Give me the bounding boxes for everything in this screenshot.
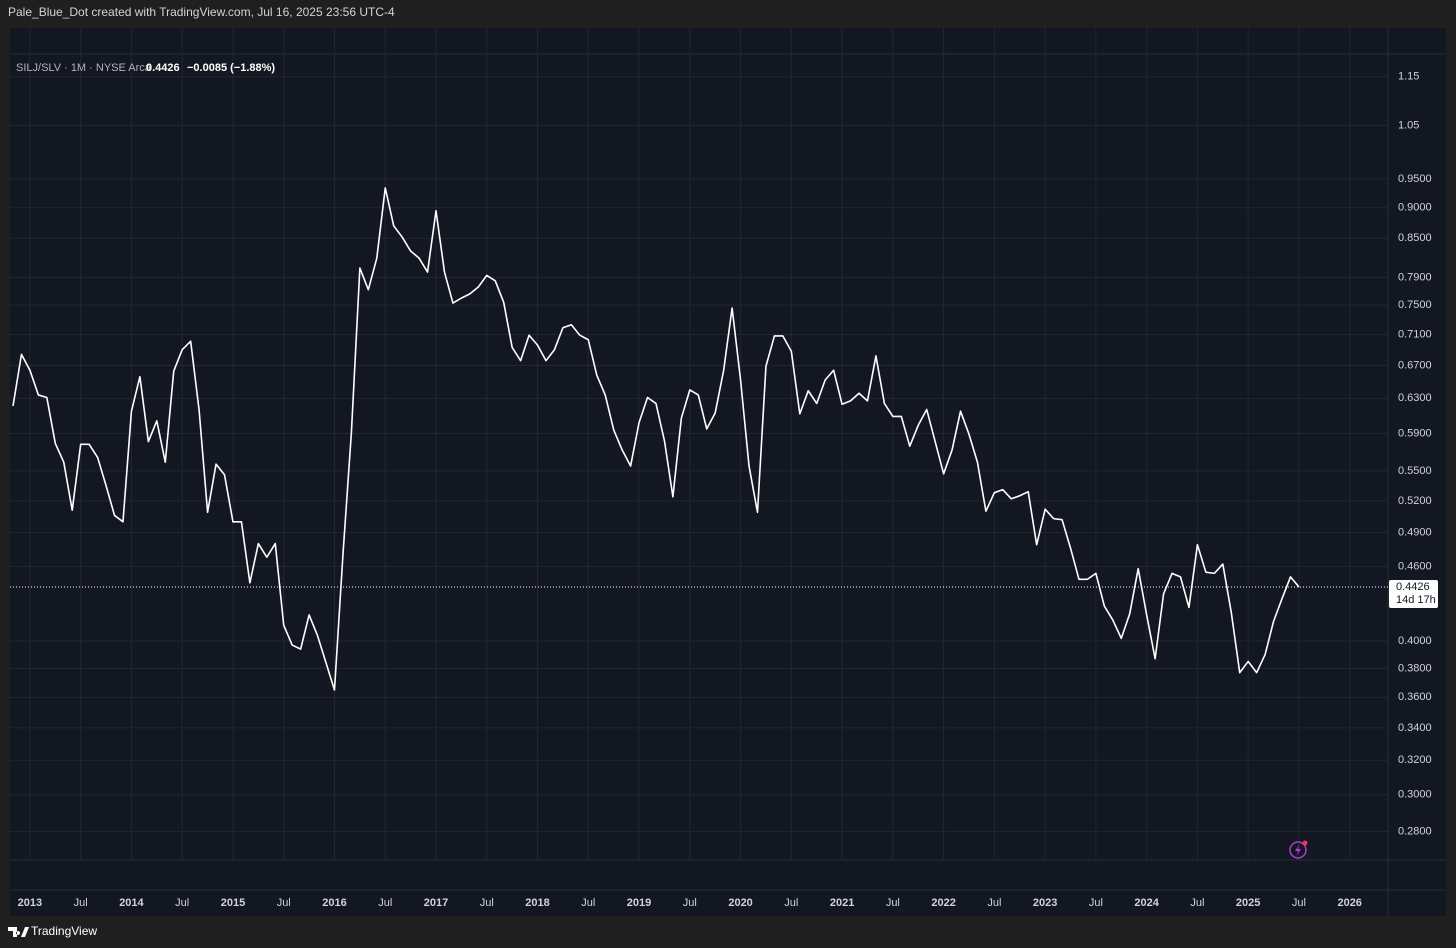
y-tick-label: 0.6300 (1398, 392, 1432, 404)
x-tick-label: Jul (378, 897, 392, 909)
y-tick-label: 0.7900 (1398, 271, 1432, 283)
x-tick-label: Jul (987, 897, 1001, 909)
x-tick-label: 2014 (119, 897, 144, 909)
y-tick-label: 0.4900 (1398, 527, 1432, 539)
x-tick-label: Jul (581, 897, 595, 909)
y-tick-label: 1.05 (1398, 119, 1419, 131)
x-tick-label: Jul (1089, 897, 1103, 909)
y-tick-label: 0.8500 (1398, 232, 1432, 244)
y-tick-label: 0.9500 (1398, 173, 1432, 185)
plot (10, 187, 1388, 691)
x-tick-label: 2013 (18, 897, 42, 909)
x-tick-label: 2026 (1337, 897, 1361, 909)
y-tick-label: 0.3800 (1398, 662, 1432, 674)
x-tick-label: 2023 (1033, 897, 1057, 909)
countdown-label: 14d 17h (1396, 594, 1436, 606)
y-tick-label: 0.9000 (1398, 202, 1432, 214)
credit: Pale_Blue_Dot created with TradingView.c… (8, 5, 395, 19)
chart-panel (10, 28, 1446, 916)
y-tick-label: 0.4000 (1398, 635, 1432, 647)
x-tick-label: Jul (175, 897, 189, 909)
y-tick-label: 0.7100 (1398, 328, 1432, 340)
x-tick-label: 2018 (525, 897, 549, 909)
y-tick-label: 0.6700 (1398, 359, 1432, 371)
grid (10, 28, 1388, 860)
x-tick-label: Jul (277, 897, 291, 909)
x-tick-label: 2020 (728, 897, 752, 909)
x-tick-label: 2019 (627, 897, 651, 909)
x-tick-label: 2016 (322, 897, 346, 909)
y-tick-label: 0.3200 (1398, 754, 1432, 766)
footer-brand: TradingView (31, 924, 97, 938)
x-tick-label: 2021 (830, 897, 854, 909)
x-tick-label: Jul (886, 897, 900, 909)
y-tick-label: 0.2800 (1398, 825, 1432, 837)
x-tick-label: 2017 (424, 897, 448, 909)
last-price: 0.4426 (146, 62, 180, 74)
last-price-box (1389, 579, 1438, 608)
y-tick-label: 0.3600 (1398, 691, 1432, 703)
x-tick-label: Jul (683, 897, 697, 909)
x-tick-label: 2025 (1236, 897, 1260, 909)
x-tick-label: 2015 (221, 897, 245, 909)
last-price-label: 0.4426 (1396, 581, 1430, 593)
tradingview-logo (8, 927, 29, 937)
alert-icon (1289, 840, 1308, 859)
y-tick-label: 0.7500 (1398, 299, 1432, 311)
x-tick-label: Jul (74, 897, 88, 909)
x-tick-label: 2024 (1134, 897, 1159, 909)
x-tick-label: Jul (784, 897, 798, 909)
price-change: −0.0085 (−1.88%) (187, 62, 275, 74)
y-tick-label: 0.3400 (1398, 722, 1432, 734)
x-tick-label: Jul (1190, 897, 1204, 909)
y-tick-label: 0.5200 (1398, 495, 1432, 507)
y-tick-label: 0.5900 (1398, 427, 1432, 439)
y-tick-label: 1.15 (1398, 71, 1419, 83)
y-tick-label: 0.5500 (1398, 465, 1432, 477)
price-line (12, 187, 1300, 691)
y-tick-label: 0.4600 (1398, 560, 1432, 572)
y-tick-label: 0.3000 (1398, 789, 1432, 801)
x-tick-label: Jul (480, 897, 494, 909)
x-tick-label: 2022 (931, 897, 955, 909)
x-tick-label: Jul (1292, 897, 1306, 909)
symbol-info: SILJ/SLV · 1M · NYSE Arca (16, 62, 152, 74)
